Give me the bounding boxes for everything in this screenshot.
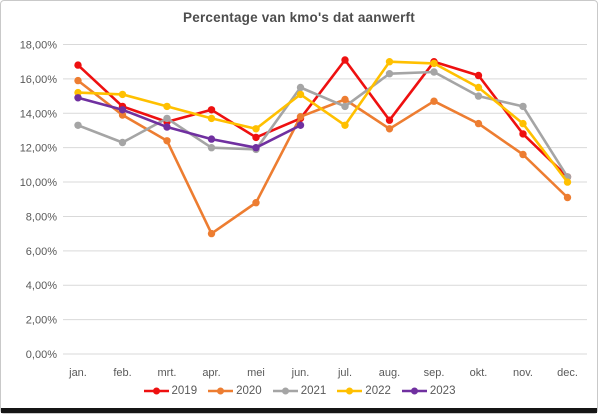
- legend-marker-2019: [143, 387, 169, 395]
- data-point-2019-okt.: [474, 71, 483, 80]
- svg-text:mrt.: mrt.: [158, 367, 177, 379]
- legend-item-2023: 2023: [401, 385, 456, 397]
- svg-text:jul.: jul.: [337, 367, 352, 379]
- data-point-2021-jul.: [341, 102, 349, 111]
- x-axis-labels: jan. feb. mrt. apr. mei jun. jul. aug. sep. okt. n…: [68, 367, 578, 379]
- legend-label-2021: 2021: [300, 385, 327, 397]
- legend-label-2019: 2019: [171, 385, 198, 397]
- legend-label-2020: 2020: [236, 385, 262, 397]
- data-point-2023-mrt.: [163, 123, 171, 131]
- svg-text:jun.: jun.: [291, 367, 310, 379]
- svg-text:sep.: sep.: [424, 367, 445, 379]
- data-point-2023-jan.: [74, 94, 82, 102]
- svg-text:okt.: okt.: [470, 367, 488, 379]
- data-point-2020-mrt.: [163, 137, 171, 145]
- svg-text:nov.: nov.: [513, 367, 533, 379]
- legend-item-2021: 2021: [272, 385, 327, 397]
- window-bottom-edge: [1, 408, 597, 413]
- data-point-2019-aug.: [385, 116, 394, 124]
- svg-text:16,00%: 16,00%: [20, 74, 58, 86]
- svg-text:6,00%: 6,00%: [26, 246, 57, 258]
- series-line-2021: [74, 68, 572, 181]
- chart-canvas: 18,00% 16,00% 14,00% 12,00% 10,00% 8,00% 6,00%…: [20, 40, 587, 379]
- legend-marker-2023: [401, 387, 427, 395]
- svg-text:aug.: aug.: [379, 367, 400, 379]
- svg-text:jan.: jan.: [68, 367, 87, 379]
- legend-marker-2020: [208, 387, 234, 395]
- data-point-2022-jan.: [74, 88, 82, 97]
- data-point-2022-mei: [252, 125, 260, 133]
- data-point-2023-jun.: [296, 121, 305, 129]
- legend-label-2022: 2022: [365, 385, 391, 397]
- svg-text:4,00%: 4,00%: [26, 280, 57, 292]
- data-point-2020-okt.: [474, 119, 483, 128]
- data-point-2022-jun.: [296, 90, 305, 99]
- svg-text:dec.: dec.: [557, 367, 578, 379]
- data-point-2019-nov.: [519, 130, 527, 138]
- gridlines: [63, 44, 587, 355]
- data-point-2022-apr.: [207, 114, 216, 123]
- data-point-2021-feb.: [118, 138, 127, 147]
- legend-item-2020: 2020: [207, 385, 262, 397]
- data-point-2020-apr.: [207, 229, 216, 238]
- data-point-2019-jul.: [341, 56, 349, 64]
- data-point-2021-aug.: [385, 70, 394, 78]
- series-line-2023: [74, 94, 305, 152]
- data-point-2022-dec.: [563, 178, 572, 186]
- data-point-2022-sep.: [430, 59, 438, 68]
- data-point-2019-jan.: [74, 61, 82, 69]
- svg-text:14,00%: 14,00%: [20, 108, 58, 120]
- svg-text:0,00%: 0,00%: [26, 349, 57, 361]
- data-point-2020-feb.: [118, 111, 127, 119]
- data-point-2020-nov.: [519, 150, 527, 159]
- data-point-2023-apr.: [207, 135, 216, 143]
- svg-text:apr.: apr.: [202, 367, 220, 379]
- svg-text:8,00%: 8,00%: [26, 211, 57, 223]
- data-point-2022-mrt.: [163, 102, 171, 111]
- chart-legend: 2019 2020 2021 2022 2023: [1, 385, 597, 397]
- data-point-2020-dec.: [563, 193, 572, 202]
- data-point-2020-sep.: [430, 97, 438, 105]
- legend-marker-2021: [272, 387, 298, 395]
- legend-item-2022: 2022: [336, 385, 391, 397]
- series-line-2020: [74, 76, 572, 238]
- svg-text:mei: mei: [247, 367, 265, 379]
- data-point-2023-feb.: [118, 106, 127, 114]
- data-point-2022-aug.: [385, 58, 394, 66]
- data-point-2023-mei: [252, 144, 260, 152]
- svg-text:2,00%: 2,00%: [26, 315, 57, 327]
- data-point-2022-feb.: [118, 90, 127, 99]
- chart-title: Percentage van kmo's dat aanwerft: [183, 10, 415, 25]
- data-point-2021-jan.: [74, 121, 82, 129]
- data-point-2020-jul.: [341, 95, 349, 104]
- data-point-2021-jun.: [296, 83, 305, 92]
- data-point-2020-mei: [252, 199, 260, 207]
- data-point-2019-apr.: [207, 106, 216, 114]
- data-point-2021-sep.: [430, 68, 438, 76]
- svg-text:18,00%: 18,00%: [20, 40, 58, 52]
- data-point-2019-mei: [252, 133, 260, 142]
- data-point-2021-mrt.: [163, 114, 171, 123]
- svg-text:12,00%: 12,00%: [20, 143, 58, 155]
- legend-marker-2022: [337, 387, 363, 395]
- legend-label-2023: 2023: [429, 385, 456, 397]
- svg-text:feb.: feb.: [113, 367, 131, 379]
- data-point-2021-okt.: [474, 92, 483, 100]
- data-point-2021-nov.: [519, 102, 527, 111]
- legend-item-2019: 2019: [143, 385, 198, 397]
- data-point-2020-jun.: [296, 113, 305, 121]
- series-line-2019: [74, 56, 572, 181]
- data-point-2022-nov.: [519, 119, 527, 128]
- data-point-2022-jul.: [341, 121, 349, 129]
- series-line-2022: [74, 58, 572, 186]
- svg-text:10,00%: 10,00%: [20, 177, 58, 189]
- data-point-2020-aug.: [385, 125, 394, 133]
- y-axis-labels: 18,00% 16,00% 14,00% 12,00% 10,00% 8,00% 6,00%…: [20, 40, 58, 362]
- data-point-2021-apr.: [207, 144, 216, 152]
- data-point-2022-okt.: [474, 83, 483, 92]
- data-point-2020-jan.: [74, 76, 82, 85]
